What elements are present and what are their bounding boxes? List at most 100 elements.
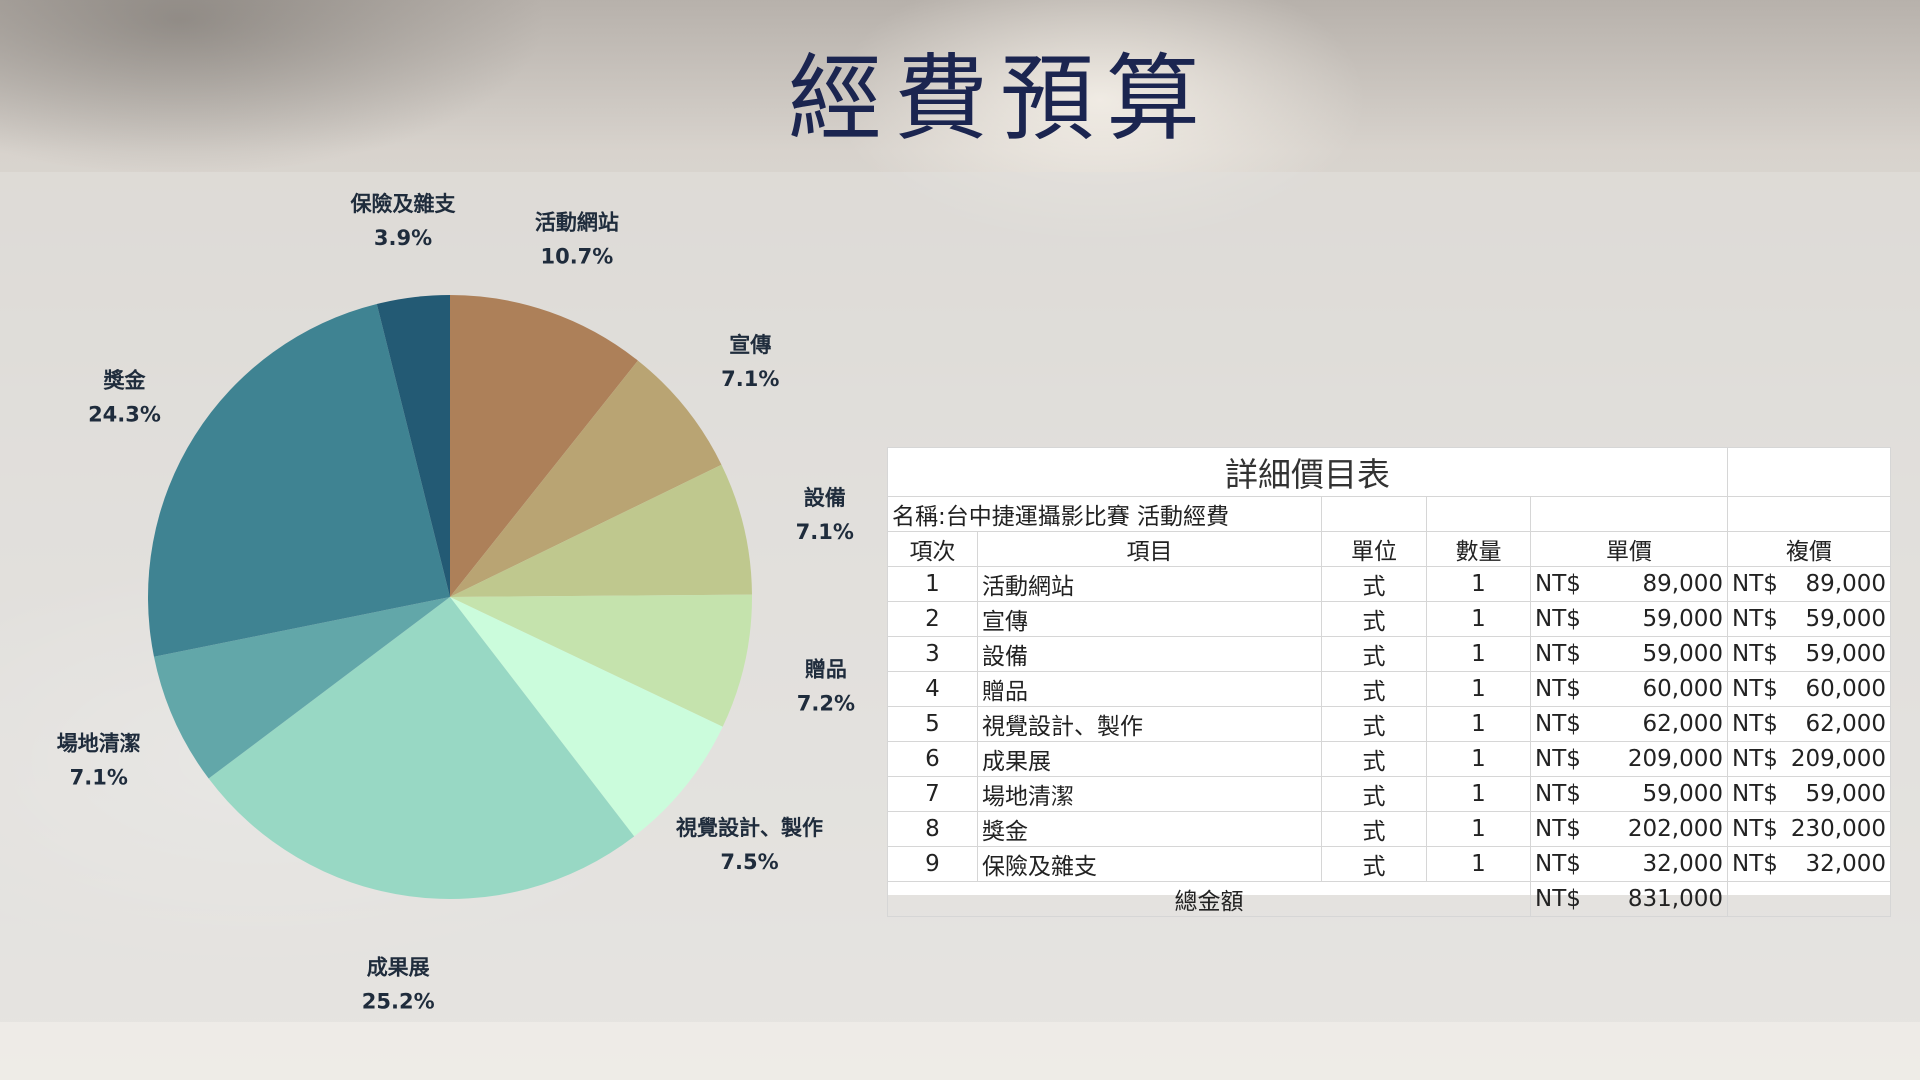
row-qty: 1 — [1426, 706, 1531, 742]
price-table: 詳細價目表 名稱:台中捷運攝影比賽 活動經費 項次 項目 單位 數量 單價 複價… — [886, 447, 1892, 917]
table-title: 詳細價目表 — [886, 447, 1729, 497]
pie-chart: 活動網站 10.7% 宣傳 7.1% 設備 7.1% 贈品 7.2% 視覺設計、製作 7.5% 成果… — [57, 192, 855, 1014]
currency-label: NT$ — [1732, 676, 1778, 702]
row-price-cell: NT$ 202,000 — [1529, 811, 1729, 847]
row-item: 保險及雜支 — [977, 846, 1322, 882]
row-item: 宣傳 — [977, 601, 1322, 637]
row-item: 獎金 — [977, 811, 1322, 847]
pie-slice — [148, 304, 451, 657]
header-total: 複價 — [1727, 531, 1892, 567]
total-value: 831,000 — [1627, 886, 1724, 912]
row-price: 60,000 — [1642, 676, 1724, 702]
pie-slice — [153, 597, 451, 779]
total-value-cell: NT$ 831,000 — [1529, 881, 1729, 917]
row-no: 8 — [887, 811, 978, 847]
row-qty: 1 — [1426, 846, 1531, 882]
row-item: 成果展 — [977, 741, 1322, 777]
table-row: 9 保險及雜支式 1 NT$ 32,000 NT$ 32,000 — [887, 846, 1892, 882]
pie-slice-label: 成果展 — [367, 956, 430, 980]
row-no: 4 — [887, 671, 978, 707]
table-name-line: 名稱:台中捷運攝影比賽 活動經費 — [887, 496, 1322, 532]
currency-label: NT$ — [1535, 886, 1581, 912]
currency-label: NT$ — [1535, 606, 1581, 632]
currency-label: NT$ — [1535, 641, 1581, 667]
pie-slice-value: 24.3% — [88, 402, 161, 426]
row-total-cell: NT$ 230,000 — [1727, 811, 1892, 847]
currency-label: NT$ — [1732, 816, 1778, 842]
currency-label: NT$ — [1732, 606, 1778, 632]
row-no: 6 — [887, 741, 978, 777]
pie-slice-value: 7.1% — [796, 520, 854, 544]
pie-slice — [376, 295, 450, 597]
row-total-cell: NT$ 59,000 — [1727, 776, 1892, 812]
row-total: 230,000 — [1790, 816, 1887, 842]
row-total: 60,000 — [1805, 676, 1887, 702]
pie-labels: 活動網站 10.7% 宣傳 7.1% 設備 7.1% 贈品 7.2% 視覺設計、製作 7.5% 成果… — [57, 192, 855, 1014]
header-no: 項次 — [887, 531, 978, 567]
table-total-row: 總金額 NT$ 831,000 — [887, 881, 1892, 917]
pie-slice-label: 保險及雜支 — [350, 192, 457, 216]
row-price: 59,000 — [1642, 606, 1724, 632]
table-row: 1 活動網站式 1 NT$ 89,000 NT$ 89,000 — [887, 566, 1892, 602]
row-total-cell: NT$ 89,000 — [1727, 566, 1892, 602]
row-qty: 1 — [1426, 566, 1531, 602]
row-total: 59,000 — [1805, 606, 1887, 632]
row-price: 202,000 — [1627, 816, 1724, 842]
pie-slice — [450, 594, 752, 727]
row-price: 62,000 — [1642, 711, 1724, 737]
row-total-cell: NT$ 62,000 — [1727, 706, 1892, 742]
row-qty: 1 — [1426, 636, 1531, 672]
table-row: 6 成果展式 1 NT$ 209,000 NT$ 209,000 — [887, 741, 1892, 777]
currency-label: NT$ — [1535, 851, 1581, 877]
row-total: 62,000 — [1805, 711, 1887, 737]
currency-label: NT$ — [1732, 711, 1778, 737]
pie-slice-label: 場地清潔 — [57, 732, 141, 756]
row-unit: 式 — [1321, 811, 1427, 847]
currency-label: NT$ — [1535, 816, 1581, 842]
pie-slice-value: 7.1% — [70, 766, 128, 790]
row-total: 209,000 — [1790, 746, 1887, 772]
table-header-row: 項次 項目 單位 數量 單價 複價 — [887, 531, 1892, 567]
pie-slice-label: 視覺設計、製作 — [675, 816, 823, 840]
row-qty: 1 — [1426, 601, 1531, 637]
row-qty: 1 — [1426, 776, 1531, 812]
currency-label: NT$ — [1535, 711, 1581, 737]
row-price-cell: NT$ 32,000 — [1529, 846, 1729, 882]
pie-slice-label: 贈品 — [805, 657, 847, 681]
row-qty: 1 — [1426, 811, 1531, 847]
row-price-cell: NT$ 62,000 — [1529, 706, 1729, 742]
header-qty: 數量 — [1426, 531, 1531, 567]
row-price-cell: NT$ 59,000 — [1529, 776, 1729, 812]
row-price-cell: NT$ 59,000 — [1529, 636, 1729, 672]
row-unit: 式 — [1321, 846, 1427, 882]
table-row: 8 獎金式 1 NT$ 202,000 NT$ 230,000 — [887, 811, 1892, 847]
table-row: 2 宣傳式 1 NT$ 59,000 NT$ 59,000 — [887, 601, 1892, 637]
row-unit: 式 — [1321, 741, 1427, 777]
row-unit: 式 — [1321, 671, 1427, 707]
page-title: 經費預算 — [787, 45, 1212, 154]
row-unit: 式 — [1321, 706, 1427, 742]
row-qty: 1 — [1426, 671, 1531, 707]
pie-slices — [148, 295, 752, 900]
table-name-row: 名稱:台中捷運攝影比賽 活動經費 — [887, 496, 1892, 532]
pie-slice-label: 獎金 — [103, 368, 147, 392]
currency-label: NT$ — [1732, 641, 1778, 667]
pie-slice — [450, 295, 638, 597]
row-total-cell: NT$ 209,000 — [1727, 741, 1892, 777]
currency-label: NT$ — [1535, 571, 1581, 597]
row-item: 贈品 — [977, 671, 1322, 707]
currency-label: NT$ — [1732, 781, 1778, 807]
pie-slice-label: 活動網站 — [535, 211, 619, 235]
row-total: 59,000 — [1805, 781, 1887, 807]
row-no: 3 — [887, 636, 978, 672]
pie-slice-value: 7.1% — [721, 367, 779, 391]
header-item: 項目 — [977, 531, 1322, 567]
pie-slice — [450, 360, 722, 597]
row-price: 59,000 — [1642, 641, 1724, 667]
row-price-cell: NT$ 60,000 — [1529, 671, 1729, 707]
bottom-strip — [0, 1022, 1920, 1080]
row-total: 59,000 — [1805, 641, 1887, 667]
row-price-cell: NT$ 209,000 — [1529, 741, 1729, 777]
row-no: 5 — [887, 706, 978, 742]
row-item: 視覺設計、製作 — [977, 706, 1322, 742]
